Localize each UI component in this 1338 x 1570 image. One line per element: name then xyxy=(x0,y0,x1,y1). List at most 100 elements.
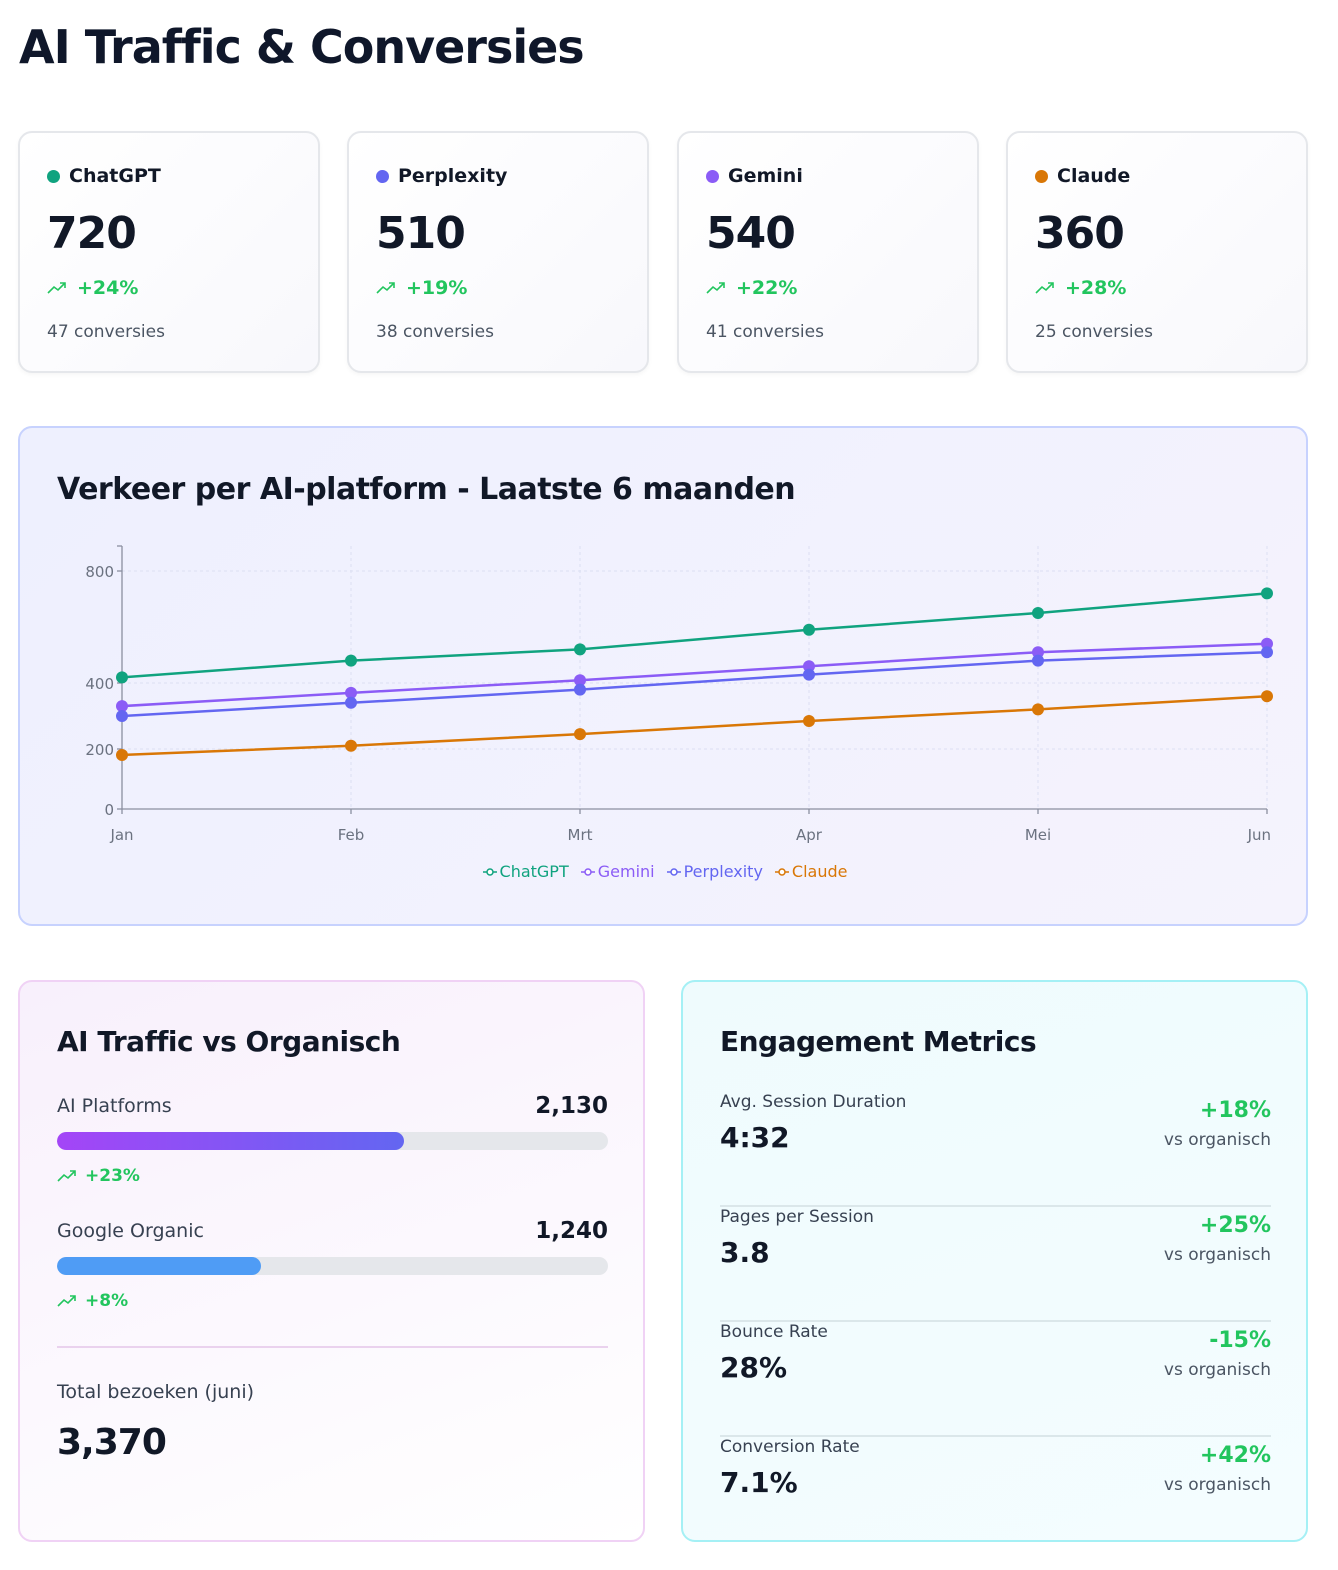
legend-item-perplexity[interactable]: Perplexity xyxy=(666,862,763,881)
series-line-gemini xyxy=(121,642,1268,708)
metric-row-conversion-rate: Conversion Rate 7.1% +42% vs organisch xyxy=(720,1437,1271,1552)
kpi-change-value: +22% xyxy=(736,277,798,299)
progress-track xyxy=(57,1257,608,1275)
divider xyxy=(720,1435,1271,1437)
progress-track xyxy=(57,1132,608,1150)
data-point-chatgpt xyxy=(116,671,128,684)
series-line-claude xyxy=(121,694,1268,757)
series-line-chatgpt xyxy=(121,592,1268,679)
comparison-label: Google Organic xyxy=(57,1220,204,1242)
progress-fill xyxy=(57,1257,261,1275)
data-point-perplexity xyxy=(1032,654,1044,667)
kpi-card-chatgpt: ChatGPT 720 +24% 47 conversies xyxy=(18,131,320,373)
kpi-platform-name: Claude xyxy=(1057,165,1131,187)
status-dot-icon xyxy=(376,169,389,183)
data-point-claude xyxy=(345,739,357,752)
trending-up-icon xyxy=(706,282,725,294)
metric-comparison-label: vs organisch xyxy=(1163,1245,1271,1265)
data-point-gemini xyxy=(803,660,815,673)
data-point-chatgpt xyxy=(1261,587,1273,600)
legend-label: Claude xyxy=(791,862,848,881)
comparison-label: AI Platforms xyxy=(57,1095,172,1117)
chart-title: Verkeer per AI-platform - Laatste 6 maan… xyxy=(57,472,796,507)
metric-comparison-label: vs organisch xyxy=(1163,1360,1271,1380)
divider xyxy=(57,1346,608,1348)
metric-label: Bounce Rate xyxy=(720,1322,828,1342)
data-point-chatgpt xyxy=(803,623,815,636)
metric-value: 3.8 xyxy=(720,1236,770,1269)
metric-change: +25% xyxy=(1199,1213,1271,1238)
legend-label: Perplexity xyxy=(683,862,763,881)
data-point-perplexity xyxy=(803,668,815,681)
x-tick-label: Mrt xyxy=(568,826,593,844)
divider xyxy=(720,1320,1271,1322)
comparison-change: +23% xyxy=(85,1166,140,1186)
status-dot-icon xyxy=(1035,169,1048,183)
data-point-chatgpt xyxy=(345,654,357,667)
chart-legend[interactable]: ChatGPT Gemini Perplexity Claude xyxy=(20,862,1310,881)
y-tick-label: 0 xyxy=(104,801,114,819)
legend-line-icon xyxy=(666,867,681,876)
metric-label: Conversion Rate xyxy=(720,1437,860,1457)
legend-item-claude[interactable]: Claude xyxy=(774,862,848,881)
legend-label: ChatGPT xyxy=(499,862,569,881)
metric-comparison-label: vs organisch xyxy=(1163,1130,1271,1150)
y-tick-label: 800 xyxy=(85,563,114,581)
kpi-card-gemini: Gemini 540 +22% 41 conversies xyxy=(677,131,979,373)
legend-line-icon xyxy=(580,867,595,876)
kpi-card-perplexity: Perplexity 510 +19% 38 conversies xyxy=(347,131,649,373)
data-point-perplexity xyxy=(345,696,357,709)
legend-item-gemini[interactable]: Gemini xyxy=(580,862,655,881)
kpi-change-value: +28% xyxy=(1065,277,1127,299)
series-line-perplexity xyxy=(121,650,1268,718)
y-tick-label: 400 xyxy=(85,675,114,693)
progress-fill xyxy=(57,1132,405,1150)
data-point-claude xyxy=(574,728,586,741)
total-visits-label: Total bezoeken (juni) xyxy=(57,1381,255,1403)
metric-value: 28% xyxy=(720,1351,788,1384)
metric-row-session-duration: Avg. Session Duration 4:32 +18% vs organ… xyxy=(720,1092,1271,1207)
status-dot-icon xyxy=(47,169,60,183)
total-visits-value: 3,370 xyxy=(57,1422,167,1463)
data-point-gemini xyxy=(1261,637,1273,650)
metric-change: +18% xyxy=(1199,1098,1271,1123)
kpi-conversions: 47 conversies xyxy=(47,322,165,342)
data-point-claude xyxy=(116,749,128,761)
divider xyxy=(720,1205,1271,1207)
data-point-claude xyxy=(1261,690,1273,703)
kpi-platform-name: Perplexity xyxy=(398,165,508,187)
data-point-gemini xyxy=(574,674,586,687)
data-point-chatgpt xyxy=(1032,607,1044,619)
comparison-value: 2,130 xyxy=(535,1093,608,1119)
trending-up-icon xyxy=(376,282,395,294)
kpi-change-value: +19% xyxy=(406,277,468,299)
kpi-platform-name: ChatGPT xyxy=(69,165,161,187)
comparison-value: 1,240 xyxy=(535,1218,608,1244)
ai-vs-organic-panel: AI Traffic vs Organisch AI Platforms 2,1… xyxy=(18,980,645,1542)
metric-comparison-label: vs organisch xyxy=(1163,1475,1271,1495)
legend-line-icon xyxy=(774,867,789,876)
kpi-conversions: 41 conversies xyxy=(706,322,824,342)
metric-change: +42% xyxy=(1199,1443,1271,1468)
kpi-visits-value: 510 xyxy=(376,208,466,259)
traffic-line-chart: 0 200 400 800 Jan Feb Mrt Apr Mei Jun xyxy=(85,545,1273,844)
x-tick-label: Jan xyxy=(109,826,133,844)
trending-up-icon xyxy=(57,1295,76,1307)
legend-item-chatgpt[interactable]: ChatGPT xyxy=(482,862,569,881)
legend-line-icon xyxy=(482,867,497,876)
metric-value: 7.1% xyxy=(720,1466,798,1499)
legend-label: Gemini xyxy=(597,862,655,881)
traffic-chart-card: Verkeer per AI-platform - Laatste 6 maan… xyxy=(18,426,1308,926)
page-title: AI Traffic & Conversies xyxy=(19,20,585,74)
kpi-visits-value: 540 xyxy=(706,208,796,259)
x-tick-label: Mei xyxy=(1025,826,1051,844)
y-tick-label: 200 xyxy=(85,741,114,759)
data-point-chatgpt xyxy=(574,643,586,656)
data-point-claude xyxy=(803,714,815,727)
data-point-perplexity xyxy=(1261,646,1273,659)
trending-up-icon xyxy=(47,282,66,294)
data-point-perplexity xyxy=(574,683,586,696)
data-point-gemini xyxy=(116,700,128,713)
data-point-gemini xyxy=(1032,646,1044,659)
trending-up-icon xyxy=(1035,282,1054,294)
